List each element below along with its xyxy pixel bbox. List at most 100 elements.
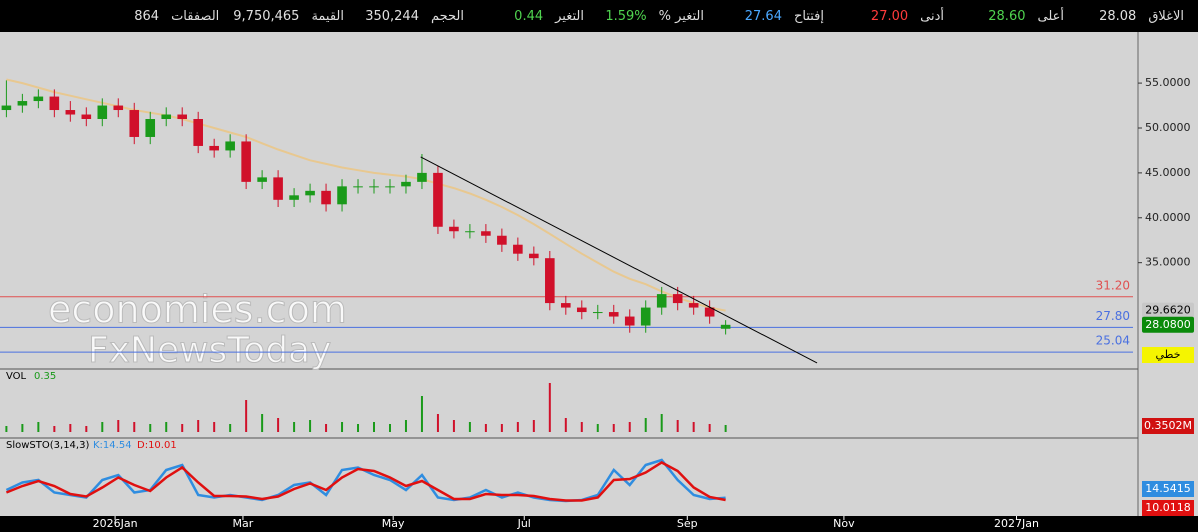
moving-average — [6, 78, 726, 312]
price-badge-label: 28.0800 — [1145, 318, 1191, 331]
quote-label: أدنى — [920, 8, 944, 24]
candle-body — [561, 303, 571, 308]
quote-item: التغير % 1.59% — [598, 9, 704, 24]
quote-bar: الاغلاق 28.08 أعلى 28.60 أدنى 27.00 إفتتاح 27.6… — [0, 0, 1198, 32]
quote-label: أعلى — [1037, 8, 1064, 24]
candle-body — [33, 96, 44, 102]
x-tick-label: Mar — [233, 517, 254, 530]
quote-label: الاغلاق — [1148, 8, 1184, 24]
candle-body — [353, 186, 363, 188]
quote-label: التغير — [555, 8, 584, 24]
x-tick-label: Sep — [677, 517, 698, 530]
x-tick-label: May — [382, 517, 405, 530]
stoch-badge-label: 14.5415 — [1145, 482, 1191, 495]
quote-item: أدنى 27.00 — [838, 9, 944, 24]
candle-body — [640, 307, 651, 326]
candle-body — [449, 226, 459, 232]
price-badge — [1142, 302, 1194, 319]
quote-item: الحجم 350,244 — [358, 9, 464, 24]
watermark: economies.com — [48, 288, 347, 332]
candle-body — [624, 316, 635, 326]
quote-value: 0.44 — [514, 8, 544, 24]
stoch-title: SlowSTO(3,14,3) — [6, 440, 89, 451]
candle-body — [65, 110, 76, 115]
legend-entry: D:10.01 — [137, 440, 177, 451]
quote-value: 27.64 — [744, 8, 782, 24]
legend-entry: K:14.54 — [93, 440, 132, 451]
volume-title: VOL — [6, 371, 27, 382]
candle-body — [433, 172, 443, 227]
quote-value: 9,750,465 — [233, 8, 300, 24]
y-tick-label: 35.0000 — [1145, 256, 1191, 269]
volume-badge — [1142, 418, 1194, 434]
candle-body — [465, 231, 475, 233]
stoch-badge — [1142, 481, 1194, 497]
candle-body — [608, 312, 619, 317]
x-tick-label: 2026Jan — [93, 517, 138, 530]
quote-item: التغير 0.44 — [478, 9, 584, 24]
watermark: FxNewsToday — [88, 330, 331, 371]
candle-body — [113, 105, 124, 111]
quote-label: التغير % — [658, 8, 704, 24]
candle-body — [656, 294, 667, 308]
volume-badge-label: 0.3502M — [1144, 419, 1192, 432]
quote-item: إفتتاح 27.64 — [718, 9, 824, 24]
candle-body — [401, 181, 411, 187]
candle-body — [688, 303, 699, 308]
price-badge-label: 29.6620 — [1145, 304, 1191, 317]
candle-body — [321, 190, 331, 205]
y-tick-label: 40.0000 — [1145, 211, 1191, 224]
candle-body — [481, 231, 491, 236]
candle-body — [369, 186, 379, 188]
candle-body — [209, 145, 219, 151]
candle-body — [193, 119, 203, 146]
candle-body — [257, 177, 267, 182]
candle-body — [513, 244, 523, 254]
candle-body — [17, 101, 28, 106]
candle-body — [704, 307, 715, 317]
quote-value: 1.59% — [605, 8, 647, 24]
candle-body — [49, 96, 60, 111]
candle-body — [417, 172, 427, 182]
y-tick-label: 45.0000 — [1145, 166, 1191, 179]
quote-item: أعلى 28.60 — [958, 9, 1064, 24]
date-axis-bg — [0, 516, 1198, 532]
quote-label: الصفقات — [171, 8, 220, 24]
quote-item: القيمة 9,750,465 — [233, 9, 344, 24]
candle-body — [672, 294, 683, 304]
candle-body — [592, 312, 603, 314]
candle-body — [129, 110, 140, 137]
stoch-badge — [1142, 500, 1194, 516]
y-tick-label: 50.0000 — [1145, 121, 1191, 134]
x-tick-label: 2027Jan — [994, 517, 1039, 530]
candle-body — [289, 195, 299, 200]
quote-value: 27.00 — [870, 8, 909, 24]
candle-body — [161, 114, 172, 120]
candle-body — [177, 114, 188, 120]
quote-item: الاغلاق 28.08 — [1078, 9, 1184, 24]
candle-body — [529, 253, 539, 259]
level-label: 31.20 — [1096, 278, 1130, 292]
level-label: 27.80 — [1096, 309, 1130, 323]
mode-button-label[interactable]: خطي — [1156, 348, 1181, 361]
candle-body — [576, 307, 587, 313]
candle-body — [273, 177, 283, 200]
candle-body — [337, 186, 347, 205]
quote-value: 864 — [134, 8, 160, 24]
volume-last: 0.35 — [34, 371, 56, 382]
candle-body — [81, 114, 92, 120]
candle-body — [1, 105, 12, 111]
mode-button[interactable] — [1142, 347, 1194, 363]
candle-body — [145, 119, 156, 137]
price-badge — [1142, 316, 1194, 333]
candle-body — [720, 324, 731, 329]
quote-label: الحجم — [430, 8, 464, 24]
trendline — [420, 156, 818, 364]
quote-label: القيمة — [311, 8, 344, 24]
quote-item: الصفقات 864 — [113, 9, 219, 24]
quote-value: 28.60 — [988, 8, 1026, 24]
candle-body — [497, 235, 507, 245]
candle-body — [225, 141, 235, 151]
